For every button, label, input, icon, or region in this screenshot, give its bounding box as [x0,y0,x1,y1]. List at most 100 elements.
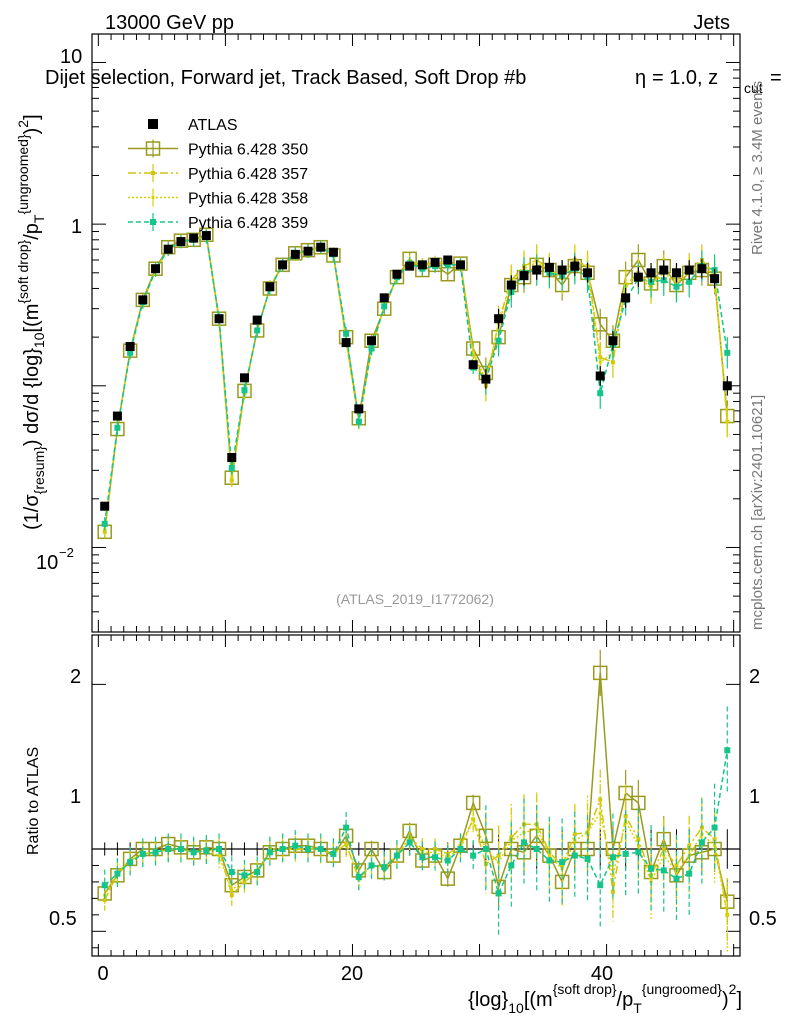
ratio-point [648,865,655,872]
ratio-point [482,846,489,852]
data-point [392,269,402,279]
x-axis-title: {log}10[(m{soft drop}/pT{ungroomed})2] [468,981,742,1016]
data-point [290,249,300,259]
legend-entry-2: Pythia 6.428 357 [128,164,308,183]
legend-entry-4: Pythia 6.428 359 [128,213,308,232]
data-point [455,260,465,270]
data-point [722,381,732,391]
data-point [557,265,567,275]
ratio-point [229,893,234,898]
ratio-point [216,846,223,852]
ratio-point [127,859,134,866]
ratio-point [712,837,717,842]
ytick-label-10-base: 10 [36,552,58,574]
ratio-point [190,849,197,856]
main-series-group [97,227,735,540]
ratio-point [292,842,299,849]
ratio-point [368,862,375,869]
data-point [519,271,529,281]
ratio-y-tick-labels: 2 1 0.5 2 1 0.5 [49,666,777,930]
ratio-point [343,824,350,831]
ratio-point [674,863,679,868]
ratio-ytick-right-2: 2 [749,666,760,688]
energy-label: 13000 GeV pp [105,12,234,34]
data-point [125,342,135,352]
ratio-point [598,797,603,802]
ratio-point [546,857,553,864]
ratio-point [470,852,477,859]
legend-label: Pythia 6.428 359 [188,215,308,232]
legend-label: ATLAS [188,117,238,134]
ratio-series-pythia-6-428-359 [101,706,731,938]
ytick-label-exponent: −2 [59,545,74,560]
ratio-point [330,850,337,857]
data-point [443,255,453,265]
ratio-point [177,846,184,852]
legend-marker [148,119,158,129]
data-point [227,453,237,463]
ratio-point [598,811,602,815]
ratio-point [114,870,121,877]
analysis-watermark: (ATLAS_2019_I1772062) [336,591,494,607]
ratio-point [597,882,604,889]
data-point [544,262,554,272]
series-line [103,235,729,524]
data-point [341,338,351,348]
ytick-label-1: 1 [71,216,82,238]
ratio-point [711,824,718,831]
data-point [506,280,516,290]
data-point [597,390,604,397]
ratio-line [104,750,729,896]
legend-label: Pythia 6.428 358 [188,191,308,208]
x-tick-labels: 0 20 40 [97,963,613,985]
xtick-label-0: 0 [97,963,108,985]
data-point [163,244,173,254]
data-point [189,233,199,243]
ratio-point [725,913,729,917]
data-point [381,303,388,310]
ytick-label-10: 10 [60,46,82,68]
panel-title-beta-symbol: η [635,67,646,89]
ratio-point [636,844,640,848]
data-point [495,337,502,344]
data-point [430,257,440,267]
ratio-series-group [97,649,735,952]
ratio-point [572,832,577,837]
data-point [278,260,288,270]
data-point [621,293,631,303]
category-label: Jets [693,12,730,34]
ratio-point [279,846,286,852]
ratio-point [609,854,616,861]
ratio-point [495,890,502,897]
data-point [239,373,249,383]
ratio-line [104,672,729,902]
ratio-point [713,844,717,848]
ratio-point [508,862,515,869]
ratio-point [241,872,248,879]
ratio-ytick-left-1: 1 [70,786,81,808]
ratio-point [165,846,172,852]
panel-title-z-sub: cut [744,80,763,96]
data-point [151,264,161,274]
data-point [570,261,580,271]
ratio-point [611,873,615,877]
legend-entry-1: Pythia 6.428 350 [128,139,308,159]
ratio-point [228,869,235,876]
xtick-label-20: 20 [341,963,363,985]
ratio-point [317,846,324,852]
data-point [697,264,707,274]
ratio-point [266,849,273,856]
legend-entry-0: ATLAS [148,117,238,134]
ratio-point [102,898,107,903]
xtick-label-40: 40 [591,963,613,985]
data-point [725,420,729,424]
data-point [379,293,389,303]
ratio-point [203,847,210,854]
ratio-y-axis-title: Ratio to ATLAS [25,747,42,855]
ratio-point [660,867,667,874]
ratio-point [687,843,692,848]
legend-marker [151,171,155,175]
ratio-point [559,859,566,866]
data-point [468,360,478,370]
